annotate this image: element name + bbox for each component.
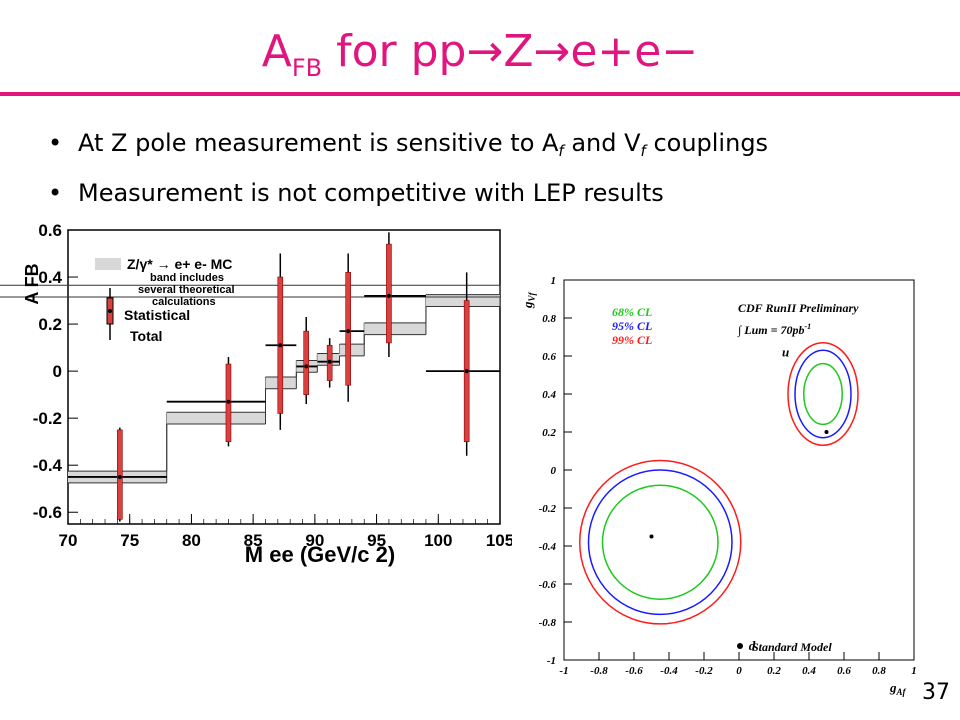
mc-band (425, 294, 500, 307)
legend-cl-99: 99% CL (612, 333, 652, 347)
cl-contour-u (787, 341, 859, 447)
x-tick-label: 70 (59, 531, 78, 550)
bullet-list: At Z pole measurement is sensitive to Af… (40, 122, 768, 214)
y-tick-label: -0.6 (539, 579, 557, 591)
sm-point-d (649, 534, 654, 539)
data-stat-errorbox (117, 429, 123, 520)
data-point (346, 329, 351, 334)
legend-stat-label: Statistical (124, 307, 190, 323)
y-tick-label: 0.6 (38, 222, 62, 240)
chart-title: CDF RunII Preliminary (738, 301, 859, 315)
x-tick-label: -0.4 (660, 665, 678, 677)
y-tick-label: 1 (551, 275, 557, 287)
y-axis-label: A FB (22, 263, 42, 304)
x-tick-label: 0.2 (767, 665, 781, 677)
y-tick-label: -1 (547, 655, 556, 667)
y-axis-title: A FB (22, 263, 42, 304)
bullet-item: Measurement is not competitive with LEP … (40, 172, 768, 214)
x-axis-label: M ee (GeV/c 2) (245, 542, 395, 567)
x-tick-label: 80 (182, 531, 201, 550)
data-point (304, 364, 309, 369)
data-point (386, 293, 391, 298)
x-tick-label: 85 (244, 531, 263, 550)
y-tick-label: -0.8 (539, 617, 557, 629)
x-tick-label: -1 (559, 665, 568, 677)
y-tick-label: -0.6 (33, 503, 62, 522)
y-tick-label: 0 (53, 362, 62, 381)
x-axis-label: gAf (889, 680, 907, 697)
legend-band-note-3: calculations (152, 296, 216, 308)
y-tick-label: 0.2 (542, 427, 556, 439)
x-tick-label: 0.4 (802, 665, 816, 677)
x-tick-label: 1 (911, 665, 917, 677)
x-tick-label: -0.2 (695, 665, 713, 677)
data-stat-errorbox (345, 272, 351, 386)
data-point (226, 399, 231, 404)
legend-point-marker (108, 309, 112, 313)
legend-total-label: Total (130, 328, 162, 344)
afb-chart: 70 75 80 85 90 95 100 105 0.6 0.4 0.2 0 -0.2 -0.4 -0.6… (0, 222, 514, 567)
cl-contour-d (601, 484, 719, 600)
x-tick-label: 95 (367, 531, 386, 550)
x-tick-label: 0.8 (872, 665, 886, 677)
region-label-d: d (749, 638, 756, 653)
y-tick-label: -0.2 (33, 409, 62, 428)
y-tick-label: -0.2 (539, 503, 557, 515)
y-tick-label: -0.4 (539, 541, 557, 553)
x-tick-label: 90 (305, 531, 324, 550)
x-tick-label: 0.6 (837, 665, 851, 677)
legend-mc-label: Z/γ* → e+ e- MC (127, 256, 232, 272)
data-point (278, 343, 283, 348)
legend-cl-68: 68% CL (612, 305, 652, 319)
legend-band-note-1: band includes (150, 272, 224, 284)
cl-contour-d (587, 469, 733, 616)
title-underline (0, 92, 960, 96)
data-stat-errorbox (386, 243, 392, 344)
x-tick-label: -0.8 (590, 665, 608, 677)
mc-band (166, 412, 266, 425)
data-stat-errorbox (303, 330, 310, 395)
y-tick-label: 0.2 (38, 315, 62, 334)
y-axis-label: gVf (520, 291, 537, 309)
cl-contour-d (579, 459, 742, 625)
y-tick-label: 0.8 (542, 313, 556, 325)
data-point (117, 474, 122, 479)
mc-band (364, 322, 426, 335)
coupling-contour-chart: -1 -0.8 -0.6 -0.4 -0.2 0 0.2 0.4 0.6 0.8 1 1 0.8 0.6 0… (512, 268, 922, 708)
y-tick-label: 0.4 (38, 268, 62, 287)
x-tick-label: 100 (424, 531, 452, 550)
page-number: 37 (922, 680, 950, 705)
x-tick-label: 0 (736, 665, 742, 677)
data-point (464, 369, 469, 374)
slide-title: AFB for pp→Z→e+e− (261, 26, 699, 82)
y-tick-label: 0.6 (542, 351, 556, 363)
sm-point-u (824, 430, 829, 434)
x-tick-label: -0.6 (625, 665, 643, 677)
y-tick-label: -0.4 (33, 456, 63, 475)
legend-sm-label: Standard Model (752, 640, 832, 654)
cl-contour-u (794, 349, 852, 439)
legend-sm-marker (737, 643, 743, 649)
data-point (327, 359, 332, 364)
y-tick-label: 0 (551, 465, 557, 477)
cl-contour-u (803, 362, 843, 426)
y-tick-label: 0.4 (542, 389, 556, 401)
legend-cl-95: 95% CL (612, 319, 652, 333)
legend-band-swatch (95, 258, 121, 270)
chart-luminosity: ∫ Lum = 70pb-1 (737, 322, 811, 337)
region-label-u: u (782, 345, 789, 360)
x-tick-label: 75 (120, 531, 139, 550)
legend-band-note-2: several theoretical (138, 284, 235, 296)
mc-band (339, 344, 365, 356)
x-tick-label: 105 (486, 531, 514, 550)
bullet-item: At Z pole measurement is sensitive to Af… (40, 122, 768, 172)
